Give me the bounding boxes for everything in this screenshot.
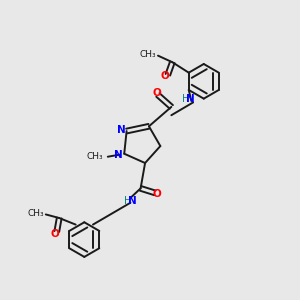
- Text: O: O: [51, 229, 60, 239]
- Text: N: N: [186, 94, 194, 104]
- Text: N: N: [117, 124, 126, 134]
- Text: N: N: [128, 196, 136, 206]
- Text: CH₃: CH₃: [87, 152, 103, 161]
- Text: CH₃: CH₃: [140, 50, 157, 58]
- Text: H: H: [182, 94, 189, 104]
- Text: N: N: [115, 150, 123, 160]
- Text: O: O: [153, 189, 162, 200]
- Text: H: H: [124, 196, 131, 206]
- Text: O: O: [152, 88, 161, 98]
- Text: O: O: [160, 71, 169, 81]
- Text: CH₃: CH₃: [28, 209, 44, 218]
